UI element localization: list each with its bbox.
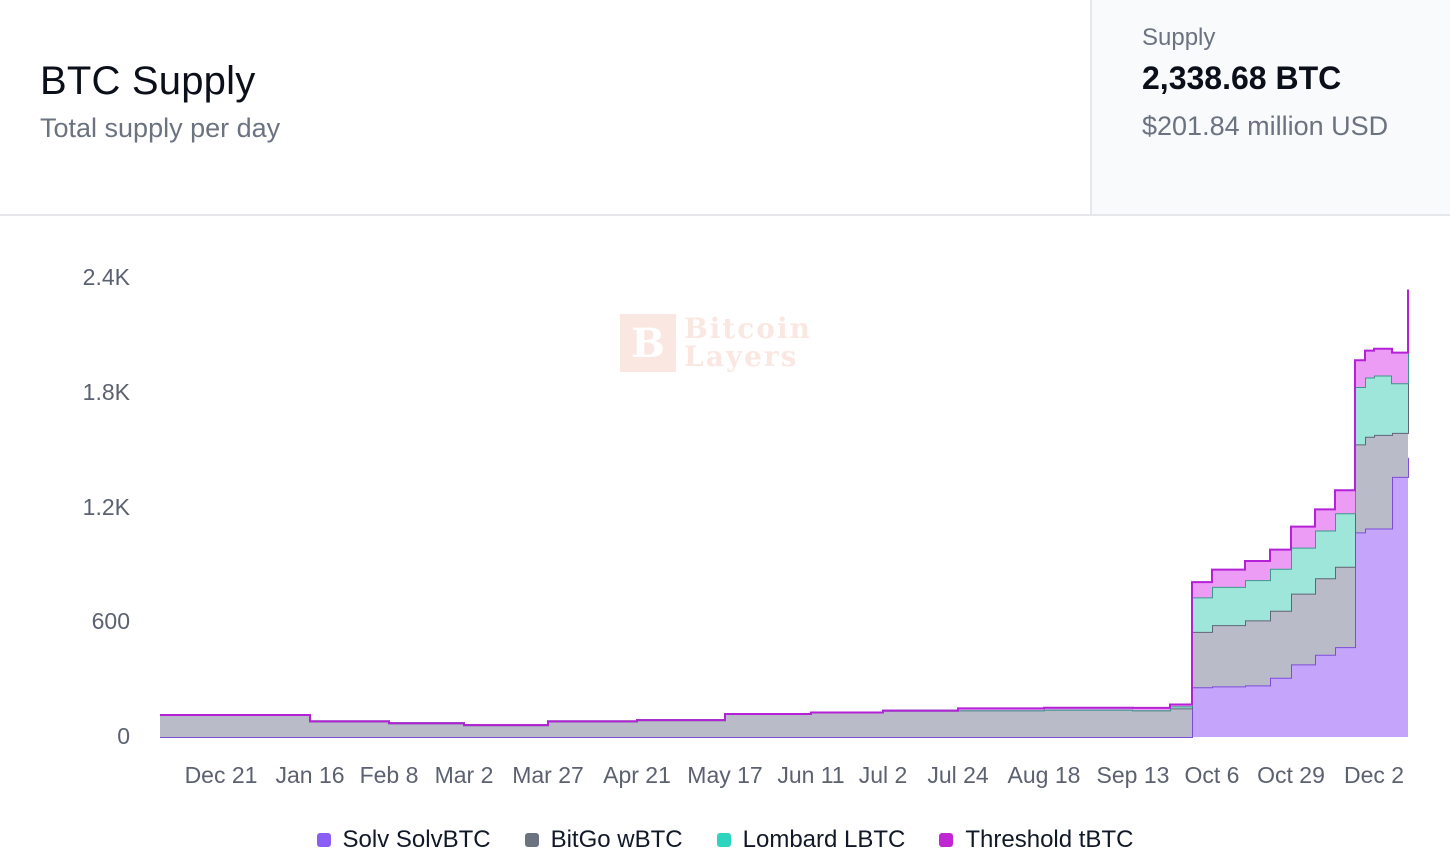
legend-swatch-icon bbox=[316, 833, 331, 847]
chart-legend: Solv SolvBTC BitGo wBTC Lombard LBTC Thresh… bbox=[0, 826, 1450, 854]
legend-swatch-icon bbox=[939, 833, 954, 847]
chart-header: BTC Supply Total supply per day Supply 2… bbox=[0, 0, 1450, 216]
x-tick-label: Oct 29 bbox=[1257, 762, 1325, 788]
y-tick-label: 1.8K bbox=[82, 378, 130, 405]
x-tick-label: Jul 2 bbox=[858, 762, 908, 788]
legend-label: Lombard LBTC bbox=[742, 826, 906, 853]
legend-swatch-icon bbox=[716, 833, 731, 847]
legend-label: BitGo wBTC bbox=[550, 826, 683, 853]
x-tick-label: Jul 24 bbox=[927, 762, 989, 788]
solv-solvbtc-area[interactable] bbox=[160, 457, 1408, 737]
y-tick-label: 1.2K bbox=[82, 493, 130, 520]
x-tick-label: Dec 2 bbox=[1343, 762, 1405, 788]
supply-label: Supply bbox=[1142, 24, 1216, 51]
x-tick-label: Feb 8 bbox=[359, 762, 419, 788]
x-tick-label: Oct 6 bbox=[1184, 762, 1240, 788]
stacked-area-plot[interactable] bbox=[0, 216, 1450, 776]
x-tick-label: Jan 16 bbox=[275, 762, 345, 788]
x-tick-label: Apr 21 bbox=[603, 762, 671, 788]
x-tick-label: Mar 2 bbox=[434, 762, 494, 788]
y-tick-label: 600 bbox=[91, 608, 130, 635]
x-tick-label: May 17 bbox=[687, 762, 763, 788]
watermark-text: Bitcoin Layers bbox=[684, 312, 812, 373]
legend-item[interactable]: Lombard LBTC bbox=[716, 826, 906, 854]
x-tick-label: Sep 13 bbox=[1096, 762, 1170, 788]
x-tick-label: Jun 11 bbox=[777, 762, 845, 788]
bitcoin-layers-logo-icon: B bbox=[620, 314, 676, 372]
supply-value: 2,338.68 BTC bbox=[1142, 60, 1342, 96]
x-tick-label: Mar 27 bbox=[512, 762, 584, 788]
supply-stat-panel: Supply 2,338.68 BTC $201.84 million USD bbox=[1090, 0, 1450, 214]
x-tick-label: Dec 21 bbox=[184, 762, 258, 788]
y-tick-label: 0 bbox=[117, 723, 130, 749]
legend-item[interactable]: Threshold tBTC bbox=[939, 826, 1133, 854]
legend-label: Threshold tBTC bbox=[965, 826, 1134, 853]
y-tick-label: 2.4K bbox=[82, 264, 130, 290]
legend-item[interactable]: Solv SolvBTC bbox=[316, 826, 491, 854]
page-title: BTC Supply bbox=[40, 59, 256, 103]
legend-item[interactable]: BitGo wBTC bbox=[524, 826, 683, 854]
title-block: BTC Supply Total supply per day bbox=[40, 58, 280, 144]
threshold-tbtc-line bbox=[160, 289, 1409, 727]
legend-label: Solv SolvBTC bbox=[342, 826, 491, 853]
page-subtitle: Total supply per day bbox=[40, 113, 281, 143]
btc-supply-chart: B Bitcoin Layers 0 600 1.2K 1.8K 2.4K Dec 21… bbox=[0, 216, 1450, 868]
bitgo-wbtc-area[interactable] bbox=[160, 364, 1408, 737]
supply-usd-value: $201.84 million USD bbox=[1142, 111, 1389, 141]
bitcoin-layers-watermark: B Bitcoin Layers bbox=[620, 314, 812, 372]
legend-swatch-icon bbox=[524, 833, 539, 847]
x-tick-label: Aug 18 bbox=[1007, 762, 1081, 788]
